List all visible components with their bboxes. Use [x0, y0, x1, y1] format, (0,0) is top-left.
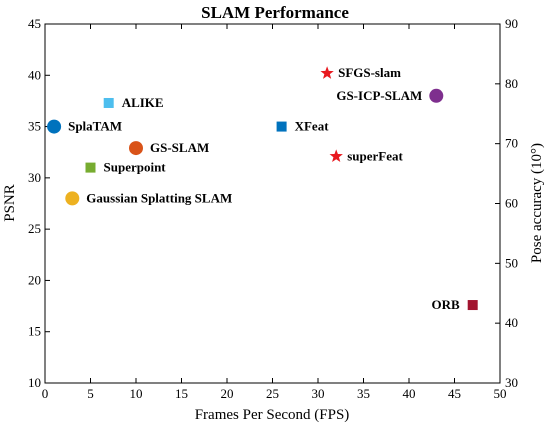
y-tick-label: 25 — [28, 221, 41, 236]
x-tick-label: 25 — [266, 386, 279, 401]
x-axis: 0 5 10 15 20 25 30 35 40 45 50 — [42, 24, 507, 401]
chart-title: SLAM Performance — [201, 3, 349, 22]
y-tick-label: 35 — [28, 119, 41, 134]
y2-tick-label: 70 — [505, 136, 518, 151]
point-alike — [103, 97, 114, 108]
point-label-xfeat: XFeat — [295, 119, 330, 134]
x-tick-label: 0 — [42, 386, 49, 401]
y-axis-right: 30 40 50 60 70 80 90 — [495, 16, 518, 390]
point-label-sfgs-slam: SFGS-slam — [338, 65, 401, 80]
point-label-superpoint: Superpoint — [104, 160, 167, 175]
y2-tick-label: 50 — [505, 255, 518, 270]
point-label-gs-slam: GS-SLAM — [150, 140, 209, 155]
point-gaussian-splatting-slam — [65, 191, 80, 206]
y-tick-label: 45 — [28, 16, 41, 31]
point-label-orb: ORB — [432, 297, 461, 312]
y-tick-label: 20 — [28, 272, 41, 287]
x-tick-label: 30 — [312, 386, 325, 401]
x-tick-label: 40 — [403, 386, 416, 401]
y-tick-label: 30 — [28, 170, 41, 185]
point-splatam — [47, 119, 62, 134]
point-superpoint — [85, 162, 96, 173]
x-tick-label: 20 — [221, 386, 234, 401]
x-tick-label: 35 — [357, 386, 370, 401]
y-axis-title: PSNR — [2, 184, 18, 222]
y2-tick-label: 90 — [505, 16, 518, 31]
point-label-gs-icp-slam: GS-ICP-SLAM — [336, 88, 422, 103]
x-tick-label: 50 — [494, 386, 507, 401]
x-tick-label: 10 — [130, 386, 143, 401]
point-superfeat — [329, 149, 343, 162]
point-gs-slam — [129, 141, 143, 156]
x-tick-label: 5 — [87, 386, 94, 401]
point-label-superfeat: superFeat — [347, 148, 403, 163]
y2-tick-label: 60 — [505, 196, 518, 211]
point-label-splatam: SplaTAM — [68, 119, 122, 134]
x-tick-label: 15 — [175, 386, 188, 401]
point-sfgs-slam — [320, 66, 334, 79]
y-tick-label: 40 — [28, 67, 41, 82]
y2-tick-label: 30 — [505, 375, 518, 390]
y2-tick-label: 80 — [505, 76, 518, 91]
point-xfeat — [276, 121, 287, 132]
point-label-gaussian-splatting-slam: Gaussian Splatting SLAM — [86, 190, 232, 205]
y-axis-left: 10 15 20 25 30 35 40 45 — [28, 16, 50, 390]
point-label-alike: ALIKE — [122, 95, 164, 110]
y2-tick-label: 40 — [505, 315, 518, 330]
y-tick-label: 10 — [28, 375, 41, 390]
point-gs-icp-slam — [429, 88, 444, 103]
x-tick-label: 45 — [448, 386, 461, 401]
point-orb — [467, 300, 478, 311]
y-tick-label: 15 — [28, 324, 41, 339]
x-axis-title: Frames Per Second (FPS) — [195, 407, 350, 423]
y2-axis-title: Pose accuracy (10°) — [529, 143, 545, 263]
